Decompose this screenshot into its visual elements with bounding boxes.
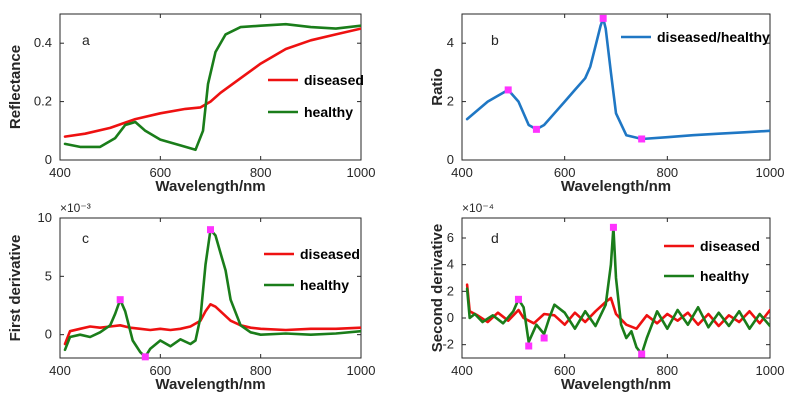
y-tick-label: 0 (447, 310, 454, 325)
y-tick-label: 4 (447, 35, 454, 50)
x-axis-label: Wavelength/nm (155, 376, 265, 393)
y-tick-label: 10 (38, 210, 52, 225)
y-tick-label: 0.4 (34, 35, 52, 50)
y-tick-label: 0 (447, 152, 454, 167)
peak-marker (638, 135, 646, 143)
x-axis-label: Wavelength/nm (561, 376, 671, 393)
legend-label: healthy (304, 104, 353, 120)
x-tick-label: 600 (554, 363, 576, 378)
peak-marker (116, 296, 124, 304)
x-tick-label: 600 (149, 165, 171, 180)
y-tick-label: 0.2 (34, 94, 52, 109)
series-line-healthy (63, 228, 361, 358)
y-tick-label: 0 (45, 327, 52, 342)
axes-box (59, 217, 362, 359)
panel-letter: b (491, 32, 499, 48)
y-axis-label: Ratio (429, 68, 446, 106)
x-tick-label: 1000 (347, 165, 376, 180)
peak-marker (609, 223, 617, 231)
peak-marker (141, 353, 149, 361)
series-line-healthy (63, 22, 361, 152)
y-tick-label: 6 (447, 230, 454, 245)
peak-marker (514, 295, 522, 303)
x-tick-label: 400 (451, 165, 473, 180)
panel-c: 400 600 800 1000 0 5 10 Wavelength/nm First deri… (7, 201, 375, 393)
x-tick-label: 400 (49, 363, 71, 378)
y-tick-label: 0 (45, 152, 52, 167)
legend-label: healthy (300, 277, 349, 293)
peak-marker (532, 125, 540, 133)
peak-marker (525, 342, 533, 350)
peak-marker (638, 350, 646, 358)
x-tick-label: 400 (49, 165, 71, 180)
x-tick-label: 1000 (347, 363, 376, 378)
legend-label: diseased (700, 238, 760, 254)
y-multiplier: ×10⁻⁴ (462, 201, 494, 215)
panel-b: 400 600 800 1000 0 2 4 Wavelength/nm Ratio b disea… (429, 13, 785, 195)
x-tick-label: 800 (656, 363, 678, 378)
y-tick-label: 4 (447, 257, 454, 272)
legend-label: diseased (304, 72, 364, 88)
y-tick-label: -2 (442, 337, 454, 352)
panel-letter: d (491, 230, 499, 246)
panel-d: 400 600 800 1000 -2 0 2 4 6 Wavelength/nm Second d… (429, 201, 784, 393)
y-tick-label: 2 (447, 283, 454, 298)
axes-box (461, 217, 771, 359)
x-axis-label: Wavelength/nm (155, 178, 265, 195)
legend-label: diseased (300, 246, 360, 262)
x-tick-label: 600 (149, 363, 171, 378)
y-axis-label: Reflectance (7, 45, 24, 129)
series-line-healthy (465, 226, 770, 356)
y-axis-label: First derivative (7, 235, 24, 342)
x-tick-label: 800 (656, 165, 678, 180)
y-axis-label: Second derivative (429, 224, 446, 352)
y-tick-label: 2 (447, 94, 454, 109)
series-line-diseased (63, 302, 361, 346)
series-line-diseased-healthy (465, 17, 770, 141)
peak-marker (207, 226, 214, 234)
x-tick-label: 1000 (756, 363, 785, 378)
y-multiplier: ×10⁻³ (60, 201, 91, 215)
panel-letter: a (82, 32, 90, 48)
x-tick-label: 800 (250, 363, 272, 378)
peak-marker (540, 334, 548, 342)
peak-marker (599, 14, 607, 22)
x-tick-label: 1000 (756, 165, 785, 180)
panel-a: 400 600 800 1000 0 0.2 0.4 Wavelength/nm Reflect… (7, 13, 376, 195)
x-tick-label: 600 (554, 165, 576, 180)
x-tick-label: 800 (250, 165, 272, 180)
series-line-diseased (465, 283, 770, 331)
x-tick-label: 400 (451, 363, 473, 378)
panel-letter: c (82, 230, 89, 246)
axes-box (461, 13, 771, 161)
peak-marker (504, 86, 512, 94)
legend-label: diseased/healthy (657, 29, 770, 45)
y-tick-label: 5 (45, 268, 52, 283)
axes-box (59, 13, 362, 161)
x-axis-label: Wavelength/nm (561, 178, 671, 195)
legend-label: healthy (700, 268, 749, 284)
series-line-diseased (63, 27, 361, 138)
